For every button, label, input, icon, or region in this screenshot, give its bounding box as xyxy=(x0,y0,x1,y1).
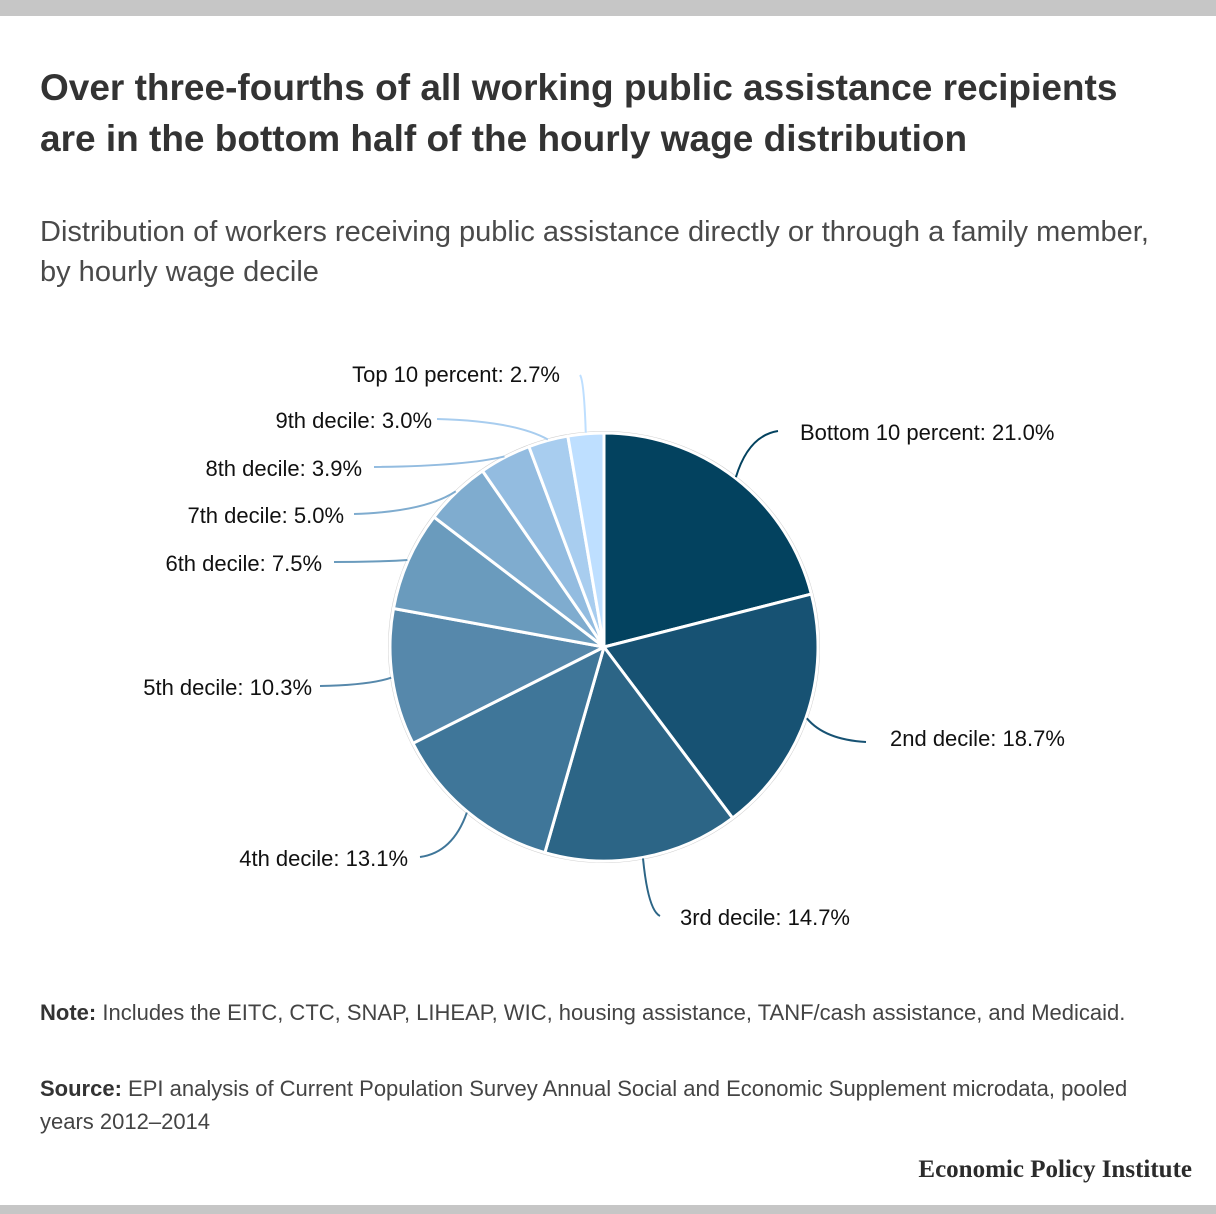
slice-label-9: 9th decile: 3.0% xyxy=(275,408,432,433)
leader-line-7 xyxy=(353,490,457,515)
leader-line-10 xyxy=(579,374,587,433)
slice-label-2: 2nd decile: 18.7% xyxy=(890,726,1065,751)
pie-slice-2 xyxy=(602,592,820,820)
leader-line-5 xyxy=(319,676,392,687)
leader-line-4 xyxy=(419,812,468,858)
pie-slice-6 xyxy=(391,515,606,649)
slice-label-5: 5th decile: 10.3% xyxy=(143,675,312,700)
leader-line-9 xyxy=(436,418,549,441)
slice-label-6: 6th decile: 7.5% xyxy=(165,551,322,576)
slice-label-8: 8th decile: 3.9% xyxy=(205,456,362,481)
chart-title: Over three-fourths of all working public… xyxy=(40,67,1118,159)
slice-label-7: 7th decile: 5.0% xyxy=(187,503,344,528)
leader-lines xyxy=(319,374,867,917)
pie-slice-1 xyxy=(602,431,813,649)
top-border xyxy=(0,0,1216,16)
note-label: Note: xyxy=(40,1000,97,1025)
slice-label-10: Top 10 percent: 2.7% xyxy=(352,362,560,387)
leader-line-2 xyxy=(806,717,867,743)
slice-label-3: 3rd decile: 14.7% xyxy=(680,905,850,930)
leader-line-6 xyxy=(333,558,408,563)
source-text: EPI analysis of Current Population Surve… xyxy=(40,1076,1128,1134)
pie-slice-3 xyxy=(543,645,735,863)
note: Note: Includes the EITC, CTC, SNAP, LIHE… xyxy=(40,996,1180,1029)
leader-line-3 xyxy=(642,858,661,917)
source: Source: EPI analysis of Current Populati… xyxy=(40,1072,1180,1138)
pie-slice-4 xyxy=(411,645,606,855)
brand-logo: Economic Policy Institute xyxy=(918,1156,1192,1183)
pie-slice-5 xyxy=(388,607,606,745)
slice-label-1: Bottom 10 percent: 21.0% xyxy=(800,420,1054,445)
slice-label-4: 4th decile: 13.1% xyxy=(239,846,408,871)
leader-line-1 xyxy=(734,430,779,478)
note-text: Includes the EITC, CTC, SNAP, LIHEAP, WI… xyxy=(102,1000,1126,1025)
source-label: Source: xyxy=(40,1076,122,1101)
pie-slices xyxy=(388,431,820,863)
leader-line-8 xyxy=(373,455,505,468)
pie-slice-10 xyxy=(566,431,606,649)
slice-labels: Bottom 10 percent: 21.0% 2nd decile: 18.7… xyxy=(143,362,1065,930)
chart-subtitle: Distribution of workers receiving public… xyxy=(40,216,1149,288)
bottom-border xyxy=(0,1205,1216,1214)
pie-chart: Bottom 10 percent: 21.0% 2nd decile: 18.7… xyxy=(143,362,1065,930)
